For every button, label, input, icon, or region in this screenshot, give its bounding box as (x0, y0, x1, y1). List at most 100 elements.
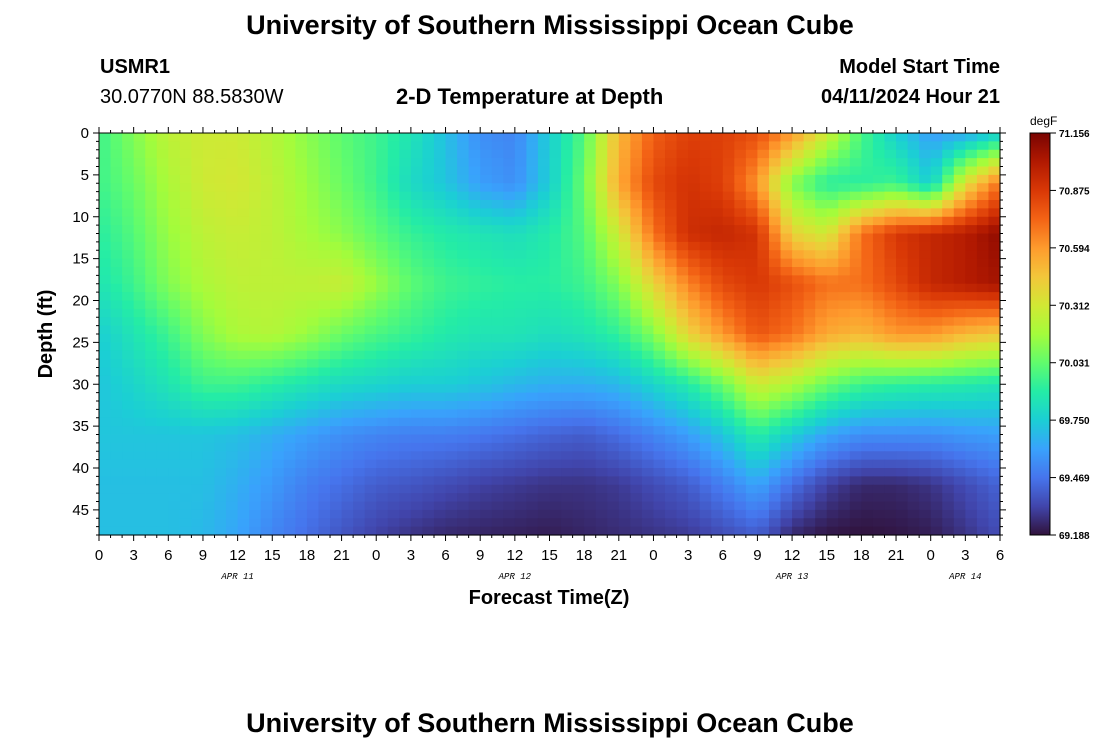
heatmap-cell (653, 225, 666, 235)
heatmap-cell (745, 183, 759, 193)
heatmap-cell (953, 401, 966, 410)
heatmap-cell (341, 476, 354, 486)
heatmap-cell (688, 133, 701, 142)
heatmap-cell (699, 350, 712, 360)
heatmap-cell (110, 292, 123, 302)
heatmap-cell (815, 442, 828, 452)
heatmap-cell (514, 442, 527, 452)
heatmap-cell (572, 526, 585, 536)
heatmap-cell (272, 216, 285, 226)
heatmap-cell (665, 493, 678, 503)
heatmap-cell (168, 275, 181, 285)
heatmap-cell (676, 434, 689, 444)
heatmap-cell (907, 225, 920, 235)
heatmap-cell (849, 250, 862, 260)
heatmap-cell (330, 250, 343, 260)
heatmap-cell (168, 183, 181, 193)
heatmap-cell (780, 225, 793, 235)
heatmap-cell (607, 216, 620, 226)
heatmap-cell (953, 367, 966, 377)
heatmap-cell (514, 317, 527, 327)
heatmap-cell (537, 350, 551, 360)
heatmap-cell (399, 417, 412, 427)
heatmap-cell (711, 317, 724, 327)
heatmap-cell (306, 133, 320, 142)
heatmap-cell (734, 350, 747, 360)
heatmap-cell (584, 233, 597, 243)
heatmap-cell (387, 174, 400, 184)
heatmap-cell (561, 275, 574, 285)
heatmap-cell (272, 509, 285, 519)
heatmap-cell (468, 501, 481, 511)
heatmap-cell (826, 334, 839, 343)
heatmap-cell (653, 191, 666, 201)
heatmap-cell (745, 133, 759, 142)
heatmap-cell (688, 275, 701, 285)
heatmap-cell (734, 501, 747, 511)
heatmap-cell (988, 459, 1001, 469)
heatmap-cell (214, 334, 227, 343)
heatmap-cell (156, 409, 169, 419)
heatmap-cell (491, 401, 504, 410)
heatmap-cell (537, 509, 551, 519)
heatmap-cell (145, 459, 158, 469)
heatmap-cell (376, 308, 389, 318)
heatmap-cell (711, 174, 724, 184)
heatmap-cell (514, 267, 527, 276)
heatmap-cell (884, 225, 897, 235)
heatmap-cell (849, 409, 862, 419)
heatmap-cell (607, 367, 620, 377)
heatmap-cell (942, 183, 955, 193)
heatmap-cell (318, 342, 331, 352)
heatmap-cell (976, 191, 990, 201)
heatmap-cell (110, 501, 123, 511)
heatmap-cell (780, 401, 793, 410)
heatmap-cell (849, 493, 862, 503)
heatmap-cell (896, 459, 909, 469)
heatmap-cell (861, 258, 874, 268)
heatmap-cell (745, 166, 759, 176)
heatmap-cell (237, 434, 250, 444)
heatmap-cell (364, 526, 377, 536)
heatmap-cell (849, 401, 862, 410)
heatmap-cell (965, 451, 978, 461)
heatmap-cell (826, 526, 839, 536)
heatmap-cell (353, 375, 366, 385)
heatmap-cell (537, 191, 551, 201)
heatmap-cell (780, 200, 793, 209)
heatmap-cell (156, 267, 169, 276)
heatmap-cell (226, 166, 239, 176)
heatmap-cell (260, 300, 273, 310)
heatmap-cell (919, 526, 932, 536)
heatmap-cell (780, 468, 793, 477)
heatmap-cell (283, 409, 296, 419)
heatmap-cell (468, 367, 481, 377)
heatmap-cell (503, 375, 516, 385)
heatmap-cell (976, 350, 990, 360)
heatmap-cell (214, 250, 227, 260)
heatmap-cell (445, 493, 458, 503)
heatmap-cell (214, 300, 227, 310)
heatmap-cell (237, 459, 250, 469)
heatmap-cell (179, 300, 193, 310)
heatmap-cell (572, 325, 585, 335)
heatmap-cell (584, 208, 597, 218)
heatmap-cell (122, 384, 135, 394)
heatmap-cell (191, 166, 204, 176)
heatmap-cell (283, 359, 296, 369)
heatmap-cell (191, 501, 204, 511)
heatmap-cell (99, 233, 112, 243)
heatmap-cell (630, 359, 643, 369)
heatmap-cell (641, 292, 655, 302)
heatmap-cell (249, 317, 262, 327)
heatmap-cell (514, 334, 527, 343)
heatmap-cell (457, 267, 470, 276)
heatmap-cell (561, 417, 574, 427)
heatmap-cell (930, 509, 943, 519)
heatmap-cell (503, 350, 516, 360)
heatmap-cell (561, 451, 574, 461)
heatmap-cell (145, 208, 158, 218)
heatmap-cell (364, 359, 377, 369)
heatmap-cell (572, 451, 585, 461)
heatmap-cell (768, 166, 782, 176)
